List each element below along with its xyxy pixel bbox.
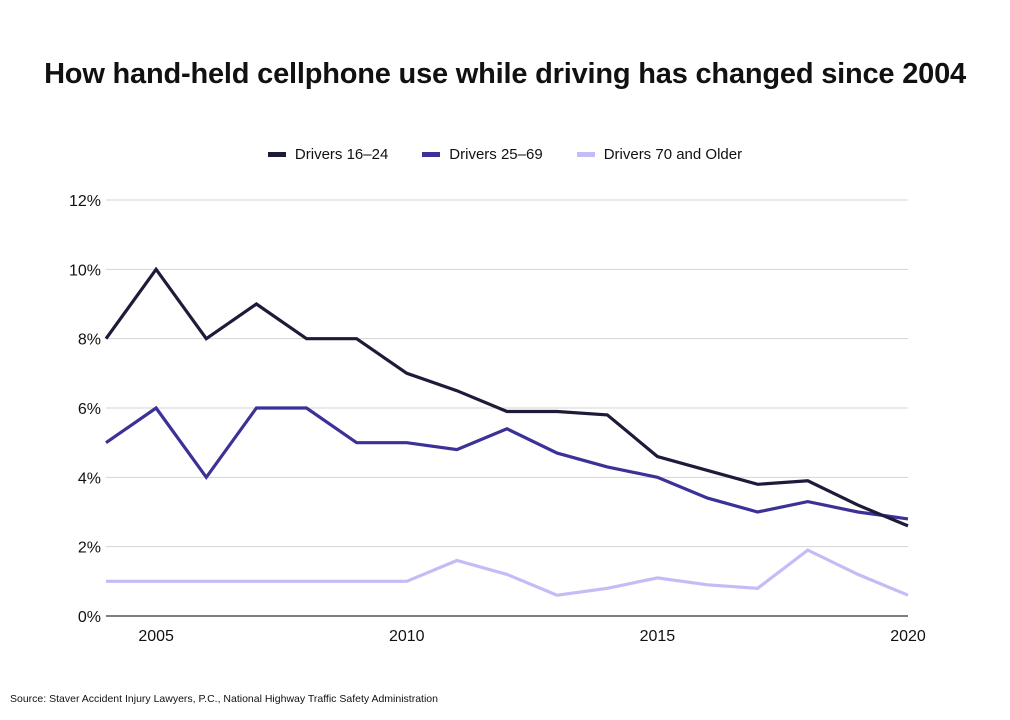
- legend-label: Drivers 25–69: [449, 146, 543, 163]
- x-tick-label: 2005: [138, 628, 174, 645]
- legend-item-drivers-16-24: Drivers 16–24: [267, 146, 389, 163]
- source-note: Source: Staver Accident Injury Lawyers, …: [10, 693, 438, 705]
- y-tick-label: 0%: [78, 609, 101, 626]
- legend-label: Drivers 70 and Older: [603, 146, 743, 163]
- legend-label: Drivers 16–24: [294, 146, 389, 163]
- x-tick-label: 2020: [890, 628, 926, 645]
- legend-item-drivers-70-older: Drivers 70 and Older: [576, 146, 743, 163]
- legend-swatch: [576, 152, 595, 157]
- chart-title: How hand-held cellphone use while drivin…: [44, 58, 966, 90]
- series-line-drivers-70-and-older: [106, 548, 909, 597]
- legend-item-drivers-25-69: Drivers 25–69: [422, 146, 543, 163]
- legend-swatch: [422, 152, 441, 157]
- y-tick-label: 8%: [78, 332, 101, 349]
- series-line-drivers-16-24: [104, 266, 909, 528]
- y-tick-label: 10%: [69, 262, 101, 279]
- y-tick-label: 12%: [69, 193, 101, 210]
- y-tick-label: 2%: [78, 540, 101, 557]
- y-tick-label: 4%: [78, 470, 101, 487]
- x-tick-label: 2010: [389, 628, 425, 645]
- series-line-drivers-25-69: [105, 405, 909, 521]
- x-tick-label: 2015: [640, 628, 676, 645]
- y-tick-label: 6%: [78, 401, 101, 418]
- legend: Drivers 16–24 Drivers 25–69 Drivers 70 a…: [0, 146, 1010, 163]
- legend-swatch: [267, 152, 286, 157]
